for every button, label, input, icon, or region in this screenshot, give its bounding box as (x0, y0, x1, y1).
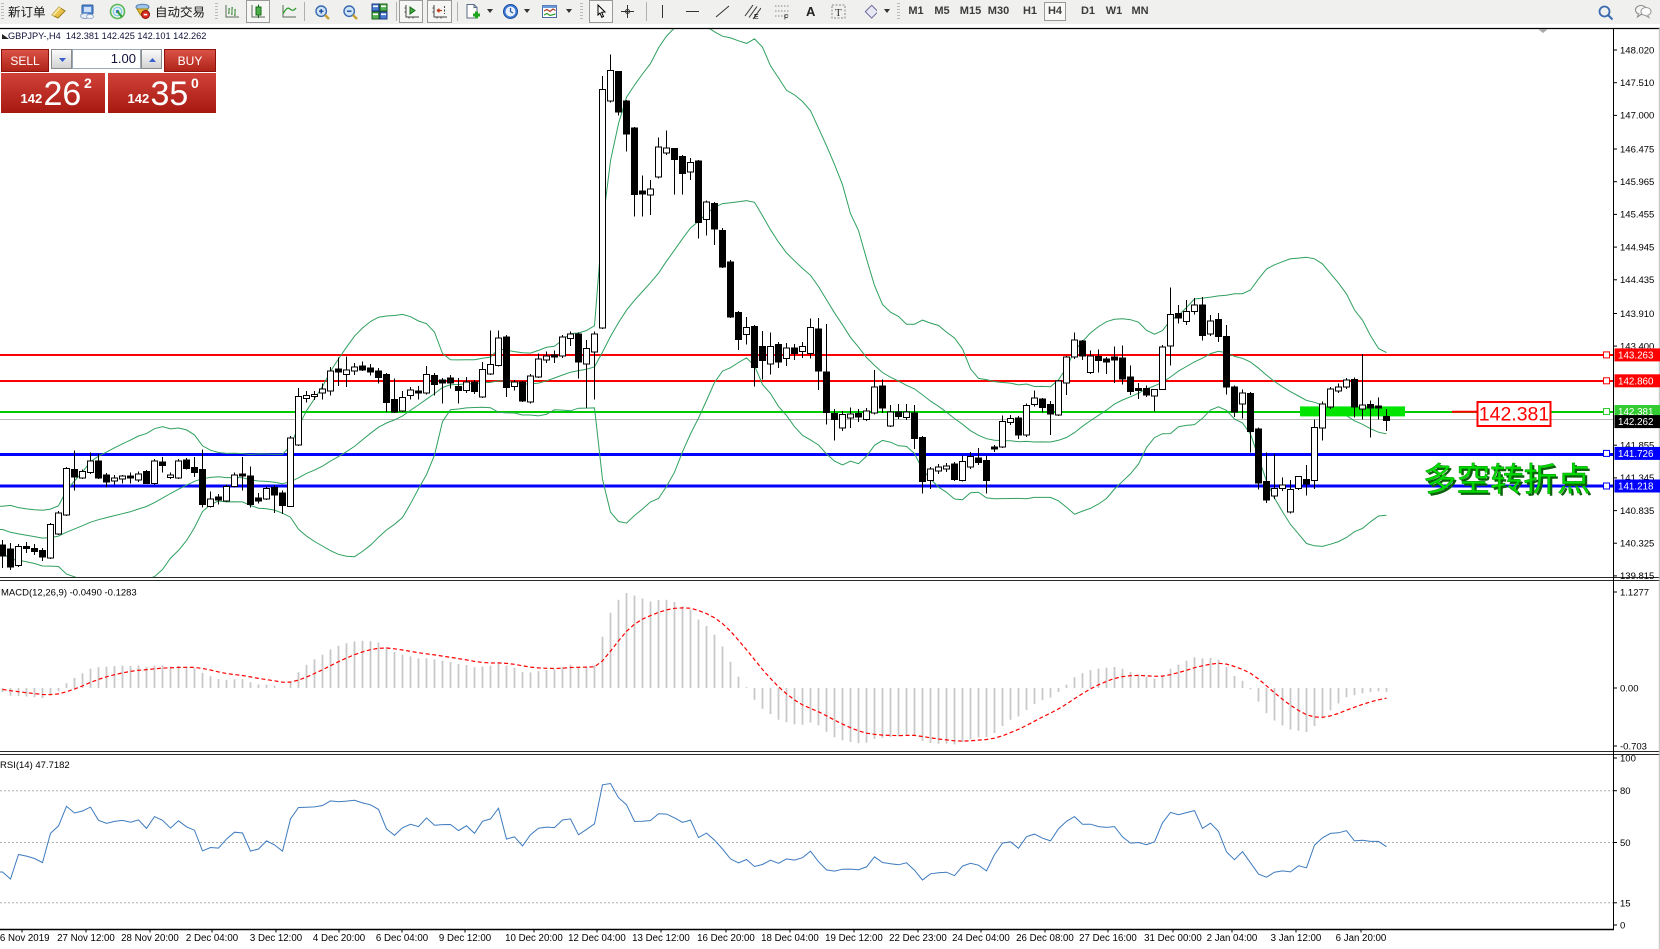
svg-text:3 Jan 12:00: 3 Jan 12:00 (1271, 933, 1322, 944)
svg-text:141.726: 141.726 (1618, 449, 1654, 460)
svg-text:6 Jan 20:00: 6 Jan 20:00 (1336, 933, 1387, 944)
svg-text:1.1277: 1.1277 (1620, 588, 1649, 599)
svg-text:9 Dec 12:00: 9 Dec 12:00 (439, 933, 492, 944)
svg-text:28 Nov 20:00: 28 Nov 20:00 (121, 933, 179, 944)
svg-text:143.400: 143.400 (1620, 341, 1654, 352)
svg-text:147.000: 147.000 (1620, 111, 1654, 122)
svg-text:145.455: 145.455 (1620, 210, 1654, 221)
svg-text:22 Dec 23:00: 22 Dec 23:00 (889, 933, 947, 944)
svg-text:144.945: 144.945 (1620, 242, 1654, 253)
svg-text:27 Dec 16:00: 27 Dec 16:00 (1079, 933, 1137, 944)
svg-text:142.262: 142.262 (1618, 417, 1653, 428)
svg-text:-0.703: -0.703 (1620, 742, 1647, 753)
svg-text:143.263: 143.263 (1618, 350, 1654, 361)
svg-text:19 Dec 12:00: 19 Dec 12:00 (825, 933, 883, 944)
svg-text:13 Dec 12:00: 13 Dec 12:00 (632, 933, 690, 944)
svg-text:100: 100 (1620, 754, 1636, 765)
svg-text:141.345: 141.345 (1620, 473, 1654, 484)
svg-text:147.510: 147.510 (1620, 78, 1654, 89)
svg-text:15: 15 (1620, 898, 1631, 909)
svg-text:141.218: 141.218 (1618, 482, 1654, 493)
svg-text:16 Dec 20:00: 16 Dec 20:00 (697, 933, 755, 944)
svg-text:144.435: 144.435 (1620, 275, 1654, 286)
svg-text:E: E (754, 14, 759, 20)
svg-text:0.00: 0.00 (1620, 684, 1639, 695)
svg-text:146.475: 146.475 (1620, 144, 1654, 155)
svg-text:26 Dec 08:00: 26 Dec 08:00 (1016, 933, 1074, 944)
svg-text:3 Dec 12:00: 3 Dec 12:00 (250, 933, 303, 944)
svg-text:RSI(14) 47.7182: RSI(14) 47.7182 (0, 760, 70, 771)
svg-text:145.965: 145.965 (1620, 177, 1654, 188)
svg-text:142.381: 142.381 (1618, 407, 1653, 418)
svg-text:10 Dec 20:00: 10 Dec 20:00 (505, 933, 563, 944)
svg-text:18 Dec 04:00: 18 Dec 04:00 (761, 933, 819, 944)
svg-text:141.855: 141.855 (1620, 441, 1654, 452)
svg-text:140.325: 140.325 (1620, 539, 1654, 550)
svg-text:148.020: 148.020 (1620, 45, 1654, 56)
svg-text:143.910: 143.910 (1620, 309, 1654, 320)
svg-text:142.381: 142.381 (1479, 404, 1550, 426)
svg-text:24 Dec 04:00: 24 Dec 04:00 (952, 933, 1010, 944)
svg-text:0: 0 (1620, 921, 1625, 932)
svg-text:2 Jan 04:00: 2 Jan 04:00 (1207, 933, 1258, 944)
svg-text:139.815: 139.815 (1620, 571, 1654, 582)
svg-text:F: F (784, 15, 788, 21)
svg-text:6 Dec 04:00: 6 Dec 04:00 (376, 933, 429, 944)
svg-text:27 Nov 12:00: 27 Nov 12:00 (57, 933, 115, 944)
svg-text:140.835: 140.835 (1620, 506, 1654, 517)
svg-text:T: T (835, 7, 842, 19)
svg-text:31 Dec 00:00: 31 Dec 00:00 (1144, 933, 1202, 944)
svg-text:12 Dec 04:00: 12 Dec 04:00 (568, 933, 626, 944)
svg-text:MACD(12,26,9) -0.0490 -0.1283: MACD(12,26,9) -0.0490 -0.1283 (1, 588, 137, 599)
svg-text:80: 80 (1620, 786, 1631, 797)
svg-text:4 Dec 20:00: 4 Dec 20:00 (313, 933, 366, 944)
svg-text:2 Dec 04:00: 2 Dec 04:00 (186, 933, 239, 944)
svg-text:142.860: 142.860 (1618, 376, 1654, 387)
svg-text:50: 50 (1620, 838, 1631, 849)
svg-text:26 Nov 2019: 26 Nov 2019 (0, 933, 49, 944)
